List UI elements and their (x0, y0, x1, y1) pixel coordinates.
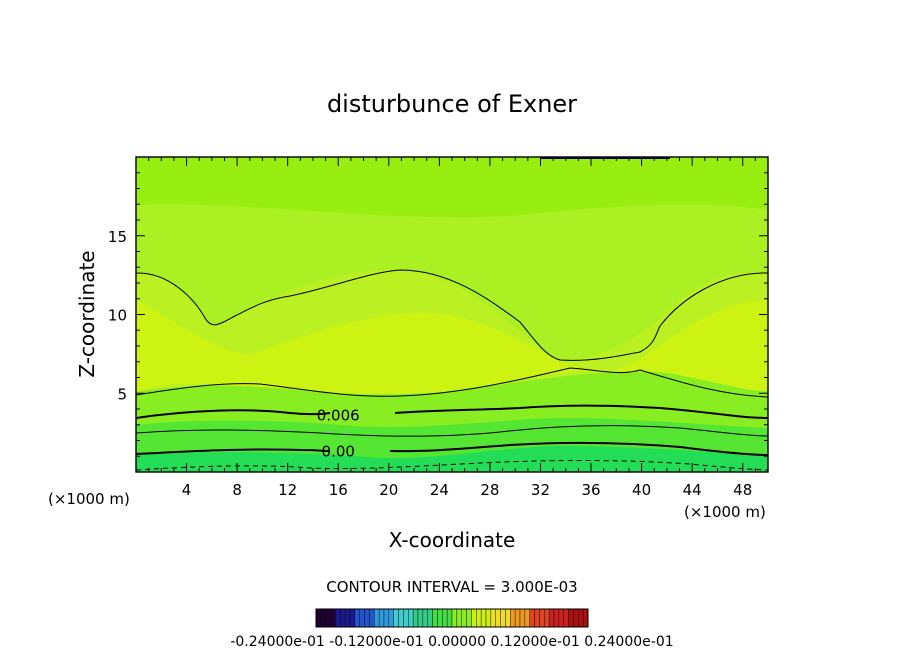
colorbar-swatch (553, 608, 560, 628)
x-tick-label: 32 (531, 481, 550, 499)
colorbar-swatch (456, 608, 462, 628)
colorbar-swatch (330, 608, 336, 628)
contour-line (136, 269, 768, 361)
contour-line (136, 425, 768, 437)
colorbar-swatch (408, 608, 414, 628)
colorbar-swatch (432, 608, 438, 628)
colorbar-swatch (442, 608, 448, 628)
field-band-bottom (136, 446, 768, 472)
colorbar-swatch (529, 608, 535, 628)
colorbar-swatch (325, 608, 331, 628)
contour-line (136, 404, 768, 419)
contour-line (136, 441, 768, 456)
colorbar-swatch (354, 608, 360, 628)
x-tick-label: 48 (733, 481, 752, 499)
colorbar-swatch (568, 608, 574, 628)
colorbar-swatch (383, 608, 390, 628)
contour-label: 0.00 (322, 443, 355, 461)
colorbar-swatch (466, 608, 472, 628)
field-band-core (136, 300, 768, 396)
x-unit-left: (×1000 m) (48, 490, 130, 508)
colorbar-swatch (398, 608, 404, 628)
colorbar-swatch (412, 608, 419, 628)
x-tick-label: 8 (232, 481, 242, 499)
x-axis-label: X-coordinate (389, 528, 516, 552)
y-tick-label: 5 (117, 385, 127, 403)
x-tick-label: 24 (430, 481, 449, 499)
colorbar-swatch (490, 608, 496, 628)
colorbar-swatch (417, 608, 424, 628)
colorbar-swatch (510, 608, 516, 628)
colorbar-swatch (340, 608, 346, 628)
colorbar-swatch (393, 608, 399, 628)
x-tick-label: 12 (278, 481, 297, 499)
colorbar-swatch (378, 608, 385, 628)
colorbar-swatch (315, 608, 322, 628)
colorbar-swatch (451, 608, 458, 628)
x-tick-label: 16 (329, 481, 348, 499)
colorbar-swatch (485, 608, 492, 628)
colorbar-swatch (427, 608, 433, 628)
x-tick-label: 44 (683, 481, 702, 499)
colorbar-swatch (480, 608, 487, 628)
colorbar-swatch (524, 608, 530, 628)
x-tick-label: 40 (632, 481, 651, 499)
colorbar-swatch (349, 608, 356, 628)
x-tick-label: 36 (581, 481, 600, 499)
colorbar-swatch (461, 608, 467, 628)
colorbar-swatch (548, 608, 555, 628)
colorbar-swatch (573, 608, 579, 628)
colorbar-swatch (471, 608, 477, 628)
colorbar-swatch (446, 608, 453, 628)
colorbar-swatch (534, 608, 540, 628)
x-tick-label: 28 (480, 481, 499, 499)
colorbar-swatch (344, 608, 351, 628)
colorbar-swatch (539, 608, 545, 628)
colorbar-swatch (563, 608, 569, 628)
contour-field: 0.006 0.00 (136, 157, 768, 472)
colorbar-swatch (505, 608, 511, 628)
colorbar-swatch (364, 608, 370, 628)
colorbar-frame (315, 608, 589, 628)
colorbar-swatch (519, 608, 526, 628)
colorbar-labels: -0.24000e-01 -0.12000e-01 0.00000 0.1200… (230, 634, 673, 650)
contour-interval: CONTOUR INTERVAL = 3.000E-03 (326, 578, 577, 596)
x-unit-right: (×1000 m) (684, 503, 766, 521)
colorbar-swatch (578, 608, 584, 628)
x-tick-labels: 4 8 12 16 20 24 28 32 36 40 44 48 (182, 481, 752, 499)
colorbar-swatch (335, 608, 341, 628)
x-tick-label: 4 (182, 481, 192, 499)
colorbar-swatch (500, 608, 506, 628)
colorbar-swatch (544, 608, 550, 628)
contour-line (136, 367, 768, 398)
colorbar-swatch (582, 608, 589, 628)
colorbar-swatch (388, 608, 394, 628)
colorbar-swatch (476, 608, 482, 628)
contour-label: 0.006 (317, 406, 360, 424)
axis-ticks (136, 157, 768, 472)
colorbar-swatch (320, 608, 326, 628)
y-tick-label: 10 (108, 307, 127, 325)
colorbar-swatch (359, 608, 365, 628)
y-tick-label: 15 (108, 228, 127, 246)
colorbar-swatch (495, 608, 501, 628)
colorbar-swatch (558, 608, 564, 628)
colorbar-swatch (422, 608, 428, 628)
colorbar-swatch (437, 608, 443, 628)
colorbar-swatch (403, 608, 409, 628)
colorbar-swatch (514, 608, 521, 628)
chart-title: disturbunce of Exner (327, 90, 577, 118)
contour-labels: 0.006 0.00 (317, 406, 360, 460)
x-tick-label: 20 (379, 481, 398, 499)
colorbar (315, 608, 589, 628)
colorbar-swatch (374, 608, 380, 628)
y-axis-label: Z-coordinate (75, 250, 99, 377)
colorbar-swatch (369, 608, 375, 628)
y-tick-labels: 5 10 15 (108, 228, 127, 404)
